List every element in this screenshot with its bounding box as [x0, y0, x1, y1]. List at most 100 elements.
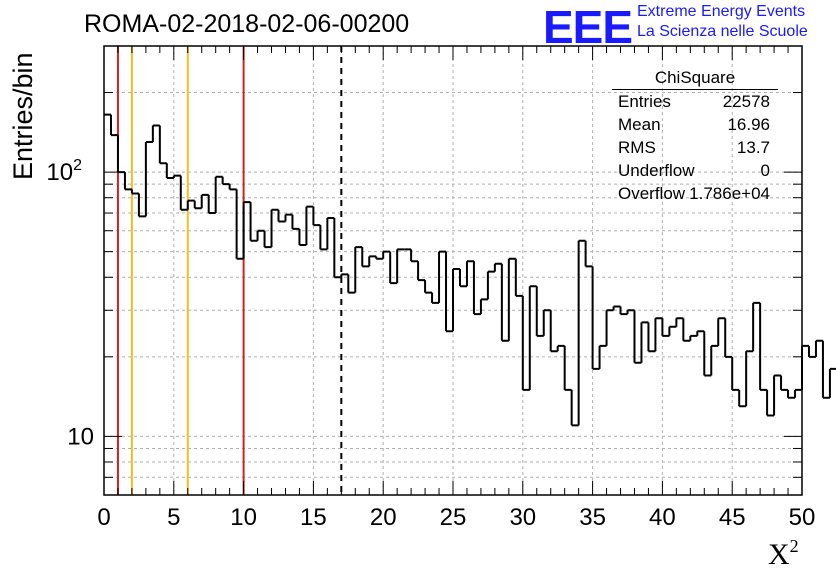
histogram-bin [137, 193, 146, 218]
histogram-bin [431, 292, 440, 304]
histogram-bin [486, 270, 495, 300]
stats-row-mean: Mean 16.96 [612, 115, 778, 138]
stats-row-rms: RMS 13.7 [612, 138, 778, 161]
histogram-bin [745, 350, 754, 407]
stats-key: Mean [618, 115, 661, 134]
eee-logo-line1: Extreme Energy Events [637, 3, 806, 20]
y-tick-label-exponent: 2 [73, 157, 82, 174]
histogram-bin [109, 114, 118, 137]
y-tick-label: 10 [67, 423, 94, 450]
histogram-bin [731, 356, 740, 391]
histogram-bin [780, 375, 789, 391]
stats-row-entries: Entries 22578 [612, 92, 778, 115]
histogram-bin [479, 298, 488, 315]
histogram-bin [668, 325, 677, 336]
cut-lines [116, 46, 343, 495]
histogram-bin [179, 175, 188, 211]
eee-logo-line2: La Scienza nelle Scuole [637, 23, 808, 40]
y-axis-label: Entries/bin [8, 52, 38, 180]
histogram-bin [417, 261, 426, 282]
stats-row-underflow: Underflow 0 [612, 161, 778, 184]
histogram-bin [773, 374, 782, 416]
histogram-bin [549, 310, 558, 353]
histogram-bin [598, 344, 607, 369]
histogram-bin [382, 250, 391, 259]
stats-title: ChiSquare [612, 68, 778, 90]
histogram-bin [556, 344, 565, 352]
histogram-bin [452, 267, 460, 332]
stats-key: RMS [618, 138, 656, 157]
histogram-bin [738, 389, 747, 408]
histogram-bin [312, 206, 321, 227]
histogram-bin [221, 176, 230, 186]
histogram-bin [270, 208, 279, 248]
stats-box: ChiSquare Entries 22578 Mean 16.96 RMS 1… [612, 68, 778, 207]
histogram-bin [263, 230, 272, 249]
histogram-bin [249, 202, 258, 242]
histogram-bin [389, 251, 398, 285]
histogram-bin [165, 163, 174, 179]
x-tick-label: 30 [509, 504, 536, 531]
histogram-bin [542, 309, 551, 336]
histogram-bin [277, 209, 286, 223]
y-tick-label: 102 [46, 157, 82, 186]
histogram-bin [445, 251, 453, 333]
histogram-bin [528, 285, 537, 390]
histogram-bin [787, 389, 796, 399]
histogram-bin [347, 274, 356, 294]
histogram-bin [472, 261, 481, 316]
histogram-bin [821, 340, 830, 399]
run-title: ROMA-02-2018-02-06-00200 [84, 10, 410, 38]
histogram-bin [584, 240, 593, 268]
axes [103, 45, 803, 496]
histogram-bin [591, 266, 600, 370]
histogram-bin [689, 334, 698, 341]
histogram-bin [235, 189, 244, 260]
x-axis-label: X2 [768, 536, 799, 572]
histogram-bin [507, 257, 516, 341]
histogram-bin [633, 310, 642, 364]
histogram-bin [298, 228, 307, 246]
stats-key: Entries [618, 92, 671, 111]
histogram-bin [410, 249, 419, 263]
histogram-bin [207, 194, 216, 215]
stats-value: 0 [760, 161, 770, 180]
histogram-bin [438, 250, 447, 303]
histogram-bin [144, 140, 153, 217]
histogram-bin [333, 218, 342, 279]
x-tick-label: 10 [230, 504, 257, 531]
histogram-bin [151, 124, 160, 142]
histogram-bin [794, 388, 802, 398]
stats-value: 1.786e+04 [689, 184, 770, 203]
x-axis-label-superscript: 2 [789, 536, 799, 556]
stats-value: 16.96 [727, 115, 770, 134]
histogram-bin [752, 301, 761, 352]
x-tick-label: 20 [370, 504, 397, 531]
histogram-bin [354, 246, 363, 293]
histogram-bin [361, 247, 370, 268]
histogram-bin [521, 295, 530, 391]
stats-value: 22578 [722, 92, 770, 111]
histogram-bin [493, 262, 502, 272]
histogram-bin [256, 229, 265, 241]
histogram-bin [626, 309, 635, 315]
histogram-bin [619, 306, 628, 316]
histogram-bin [661, 318, 670, 337]
histogram-bin [647, 322, 656, 353]
histogram-bin [424, 280, 433, 294]
x-tick-label: 15 [300, 504, 327, 531]
histogram-bin [710, 344, 719, 376]
histogram-bin [326, 217, 335, 250]
x-tick-label: 0 [97, 504, 110, 531]
histogram-bin [605, 309, 614, 346]
histogram-bin [193, 200, 202, 210]
histogram-bin [396, 248, 405, 284]
histogram-bin [807, 345, 816, 358]
x-tick-label: 40 [649, 504, 676, 531]
histogram-bin [766, 389, 775, 417]
x-tick-label: 35 [579, 504, 606, 531]
histogram-bin [717, 317, 726, 346]
histogram-bin [186, 199, 195, 210]
histogram-bin [500, 263, 509, 342]
